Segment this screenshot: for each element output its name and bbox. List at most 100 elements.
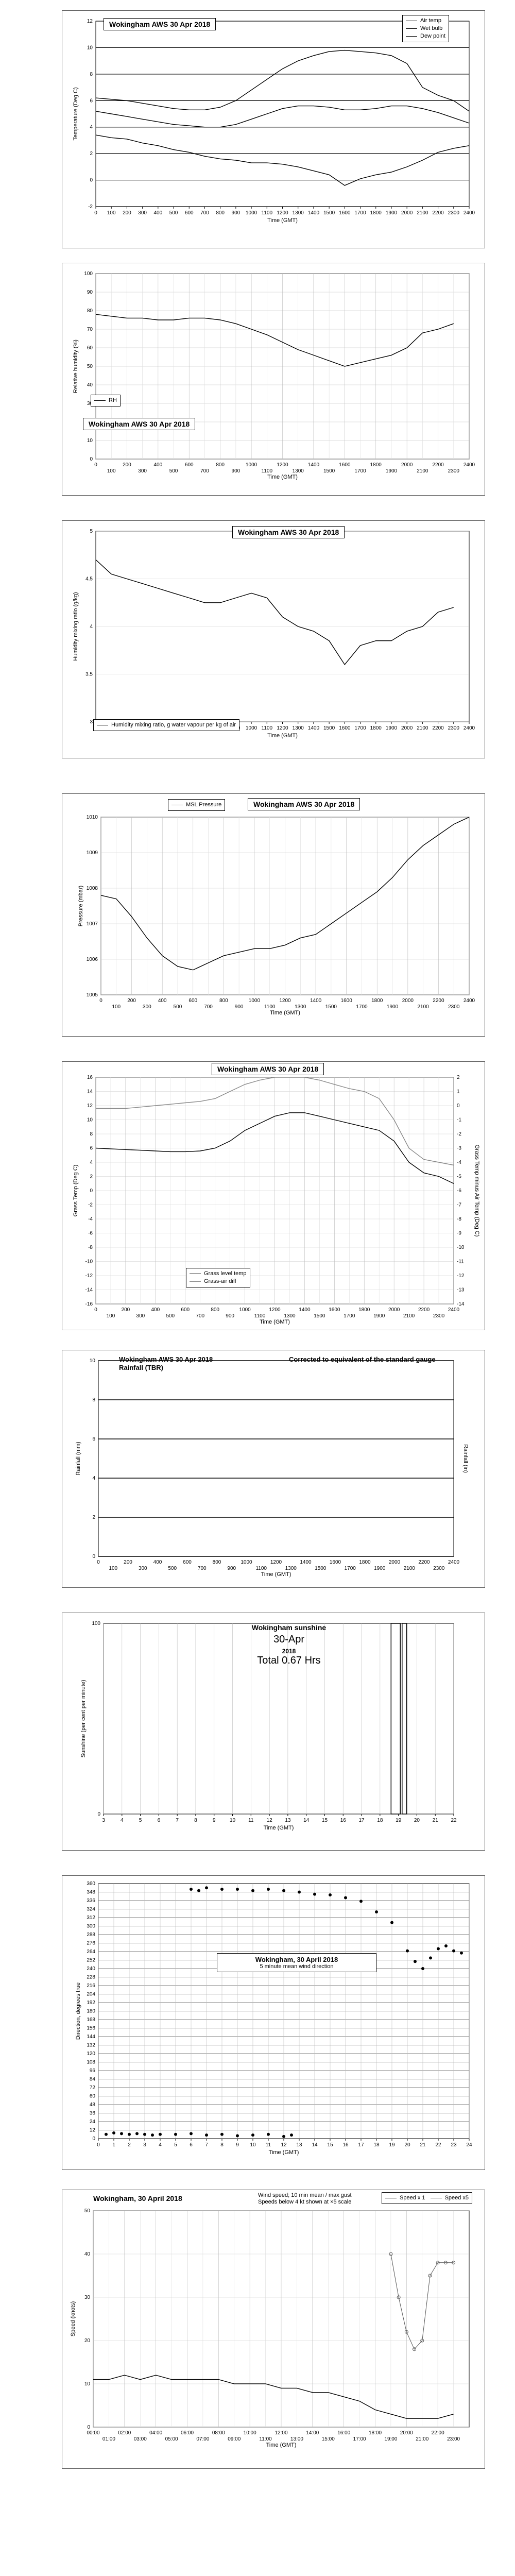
- x-tick-label: 04:00: [149, 2430, 162, 2436]
- x-tick-label: 800: [219, 998, 228, 1004]
- x-tick-label: 900: [232, 210, 241, 216]
- direction-point: [236, 1888, 239, 1891]
- x-tick-label: 300: [143, 1004, 151, 1010]
- x-tick-label: 1500: [323, 725, 335, 731]
- x-tick-label: 1800: [359, 1560, 371, 1565]
- x-tick-label: 1200: [269, 1307, 281, 1313]
- y-tick-label: 3.5: [85, 672, 93, 677]
- y-tick-label: 10: [90, 1358, 96, 1364]
- y-tick-label: 40: [87, 382, 93, 388]
- humidity-panel: 0102030405060708090100020040060080010001…: [62, 263, 485, 496]
- x-tick-label: 2200: [432, 210, 444, 216]
- wind-speed-panel: 0 10 20 30 40 50 00:00 02:00 04:00 06:00 08:00 10:0…: [62, 2190, 485, 2469]
- x-tick-label: 13: [285, 1818, 291, 1823]
- x-tick-label: 14: [312, 2142, 318, 2148]
- x-tick-label: 2400: [448, 1560, 460, 1565]
- x-tick-label: 2300: [433, 1313, 445, 1319]
- x-tick-label: 0: [94, 1307, 97, 1313]
- x-tick-label: 2400: [464, 725, 475, 731]
- y-right-tick-label: -4: [457, 1160, 461, 1165]
- y-tick-label: 4: [90, 125, 93, 130]
- x-tick-label: 900: [227, 1566, 236, 1571]
- mixing-ratio-chart-title: Wokingham AWS 30 Apr 2018: [232, 526, 345, 538]
- y-tick-label: 8: [90, 1131, 93, 1137]
- y-tick-label: 10: [84, 2381, 91, 2387]
- x-tick-label: 14:00: [306, 2430, 319, 2436]
- y-tick-label: 3: [90, 719, 93, 725]
- temperature-legend: Air temp Wet bulb Dew point: [402, 15, 449, 42]
- x-tick-label: 100: [107, 210, 116, 216]
- sunshine-chart-title: Wokingham sunshine: [251, 1623, 327, 1632]
- humidity-legend: RH: [91, 395, 121, 406]
- y-tick-label: 1005: [87, 992, 98, 998]
- x-tick-label: 1900: [386, 468, 398, 474]
- x-tick-label: 0: [99, 998, 102, 1004]
- y-right-tick-label: -5: [457, 1174, 461, 1180]
- x-tick-label: 8: [220, 2142, 224, 2148]
- x-tick-label: 300: [138, 210, 147, 216]
- y-tick-label: 252: [87, 1958, 95, 1963]
- rh-line: [95, 314, 454, 367]
- wind-direction-panel: 0 12 24 36 48 60 72 84 96 108 120 132 144 156 168 180 19…: [62, 1875, 485, 2170]
- grass-temp-panel: -16 -14 -12 -10 -8 -6 -4 -2 0 2 4 6 8 10 12 14 16 0 200 400…: [62, 1061, 485, 1330]
- y-tick-label: 180: [87, 2009, 95, 2014]
- x-tick-label: 400: [151, 1307, 160, 1313]
- x-tick-label: 21: [433, 1818, 439, 1823]
- x-tick-label: 2000: [388, 1307, 400, 1313]
- y-tick-label: 70: [87, 327, 93, 332]
- x-tick-label: 1000: [249, 998, 261, 1004]
- legend-swatch: [406, 36, 417, 37]
- y-tick-label: 14: [87, 1089, 93, 1095]
- y-tick-label: 80: [87, 308, 93, 314]
- x-tick-label: 14: [303, 1818, 310, 1823]
- y-axis-label: Humidity mixing ratio (g/kg): [73, 592, 79, 660]
- y-axis-label: Grass Temp (Deg C): [73, 1165, 79, 1217]
- x-tick-label: 4: [121, 1818, 124, 1823]
- x-tick-label: 2200: [418, 1307, 430, 1313]
- x-tick-label: 1800: [370, 725, 382, 731]
- direction-point: [344, 1896, 347, 1900]
- y-tick-label: 36: [90, 2111, 96, 2116]
- y-tick-label: 1007: [87, 921, 98, 927]
- y-axis-label: Temperature (Deg C): [73, 87, 79, 140]
- y-tick-label: 0: [90, 178, 93, 183]
- y-tick-label: 228: [87, 1975, 95, 1980]
- y-tick-label: 360: [87, 1881, 95, 1887]
- wind-direction-chart-title: Wokingham, 30 April 2018: [255, 1956, 338, 1963]
- direction-point: [298, 1890, 301, 1894]
- y-tick-label: 6: [90, 98, 93, 104]
- y-tick-label: 336: [87, 1898, 95, 1904]
- x-tick-label: 2200: [418, 1560, 430, 1565]
- x-tick-label: 1100: [254, 1313, 266, 1319]
- x-tick-label: 1200: [277, 725, 288, 731]
- wind-speed-x5-point: [404, 2330, 408, 2334]
- y-right-axis-label: Rainfall (in): [462, 1444, 469, 1473]
- direction-point: [429, 1956, 432, 1960]
- x-tick-label: 400: [153, 462, 162, 468]
- x-tick-label: 11: [266, 2142, 271, 2148]
- legend-label: Dew point: [420, 33, 445, 39]
- x-tick-label: 2100: [417, 210, 428, 216]
- x-tick-label: 9: [236, 2142, 239, 2148]
- direction-point: [205, 1886, 208, 1890]
- x-tick-label: 01:00: [102, 2436, 115, 2442]
- direction-point: [437, 1947, 440, 1951]
- x-tick-label: 1300: [284, 1313, 296, 1319]
- x-axis-label: Time (GMT): [261, 1571, 291, 1578]
- x-axis-label: Time (GMT): [270, 1010, 300, 1016]
- x-tick-label: 600: [188, 998, 197, 1004]
- mixing-ratio-legend: Humidity mixing ratio, g water vapour pe…: [93, 719, 240, 731]
- x-tick-label: 2000: [402, 998, 414, 1004]
- y-tick-label: 12: [90, 2128, 96, 2133]
- direction-point: [282, 1889, 285, 1892]
- x-tick-label: 100: [107, 468, 116, 474]
- y-tick-label: 216: [87, 1983, 95, 1989]
- y-tick-label: 72: [90, 2085, 96, 2091]
- y-right-axis-label: Grass Temp minus Air Temp (Deg C): [474, 1145, 480, 1237]
- direction-point: [120, 2132, 123, 2136]
- x-tick-label: 1500: [323, 210, 335, 216]
- x-tick-label: 1200: [277, 462, 288, 468]
- x-tick-label: 20: [414, 1818, 420, 1823]
- legend-label: Air temp: [420, 18, 441, 24]
- x-tick-label: 2100: [404, 1566, 416, 1571]
